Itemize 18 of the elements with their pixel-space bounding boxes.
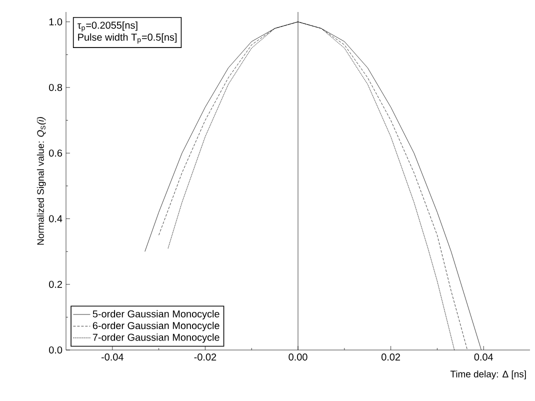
x-axis-title: Time delay: Δ [ns] bbox=[450, 370, 526, 380]
y-tick-label: 1.0 bbox=[49, 18, 62, 26]
x-tick-label: 0.00 bbox=[288, 354, 308, 361]
x-tick-label: -0.04 bbox=[101, 354, 124, 361]
annotation: τ$_{p}$=0.2055[ns] bbox=[77, 21, 138, 32]
x-tick-label: 0.02 bbox=[382, 354, 400, 361]
legend-label: 6-order Gaussian Monocycle bbox=[92, 322, 220, 332]
y-tick-label: 0.2 bbox=[49, 280, 62, 288]
legend-label: 7-order Gaussian Monocycle bbox=[92, 334, 220, 343]
legend-label: 5-order Gaussian Monocycle bbox=[92, 310, 220, 320]
x-tick-label: -0.02 bbox=[194, 354, 216, 361]
y-tick-label: 0.0 bbox=[49, 346, 62, 354]
y-tick-label: 0.6 bbox=[49, 150, 62, 157]
x-tick-label: 0.04 bbox=[474, 354, 494, 361]
y-axis-title: Normalized Signal value: Q$_{S}$(i) bbox=[36, 117, 46, 245]
annotation: Pulse width T$_{p}$=0.5[ns] bbox=[78, 33, 177, 44]
y-tick-label: 0.8 bbox=[49, 84, 62, 91]
y-tick-label: 0.4 bbox=[49, 215, 62, 222]
